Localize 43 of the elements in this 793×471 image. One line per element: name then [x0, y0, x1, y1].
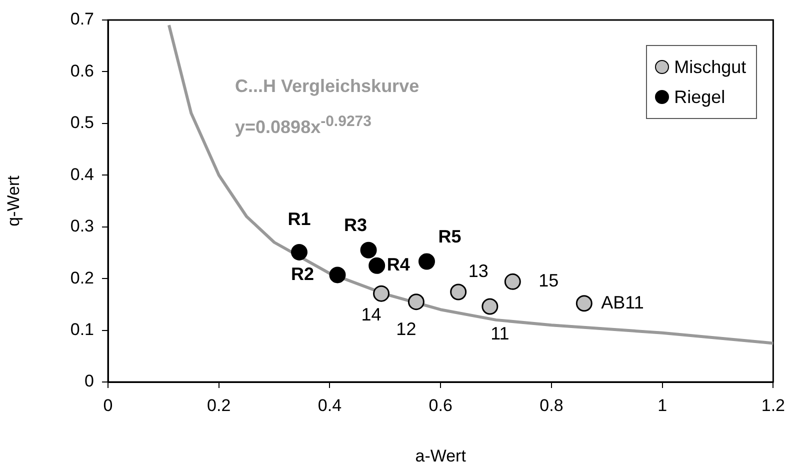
x-tick-label: 0 [103, 396, 113, 415]
point [576, 295, 592, 312]
point [450, 284, 467, 300]
annotation: AB11 [601, 292, 644, 312]
annotation: R2 [290, 264, 314, 284]
annotation: y=0.0898x$^{-0.9273}$ [235, 112, 372, 139]
x-axis-title: a-Wert [415, 446, 466, 466]
y-tick-label: 0.7 [70, 10, 94, 29]
annotation: C...H Vergleichskurve [235, 75, 420, 98]
point [373, 285, 390, 302]
annotation: 12 [396, 318, 416, 339]
x-tick-label: 1 [658, 396, 668, 415]
annotation: 11 [490, 323, 510, 344]
point [368, 257, 386, 274]
point [329, 266, 346, 284]
x-tick-label: 0.6 [428, 396, 452, 415]
y-tick-label: 0.2 [70, 268, 94, 288]
point [360, 242, 377, 258]
annotation: R5 [438, 226, 462, 246]
point [504, 273, 521, 290]
x-tick-label: 0.8 [540, 396, 564, 415]
x-tick-label: 1.2 [761, 396, 786, 415]
annotation: 13 [468, 260, 488, 281]
annotation: R3 [344, 215, 368, 236]
y-tick-label: 0.6 [70, 61, 94, 80]
y-axis-title: q-Wert [4, 175, 23, 226]
x-tick-label: 0.4 [318, 396, 342, 415]
point [290, 244, 308, 260]
point [418, 253, 435, 270]
annotation: 14 [361, 304, 382, 325]
annotation: 15 [538, 270, 559, 291]
y-tick-label: 0.1 [70, 320, 94, 339]
legend-label: Riegel [674, 86, 726, 109]
y-tick-label: 0.5 [70, 113, 94, 132]
legend-label: Mischgut [674, 56, 746, 79]
point [408, 294, 424, 310]
y-tick-label: 0.3 [70, 216, 94, 236]
annotation: R1 [288, 209, 311, 230]
y-tick-label: 0.4 [70, 164, 94, 184]
x-tick-label: 0.2 [207, 396, 231, 415]
annotation: R4 [386, 254, 410, 275]
point [482, 298, 498, 315]
y-tick-label: 0 [84, 372, 94, 391]
